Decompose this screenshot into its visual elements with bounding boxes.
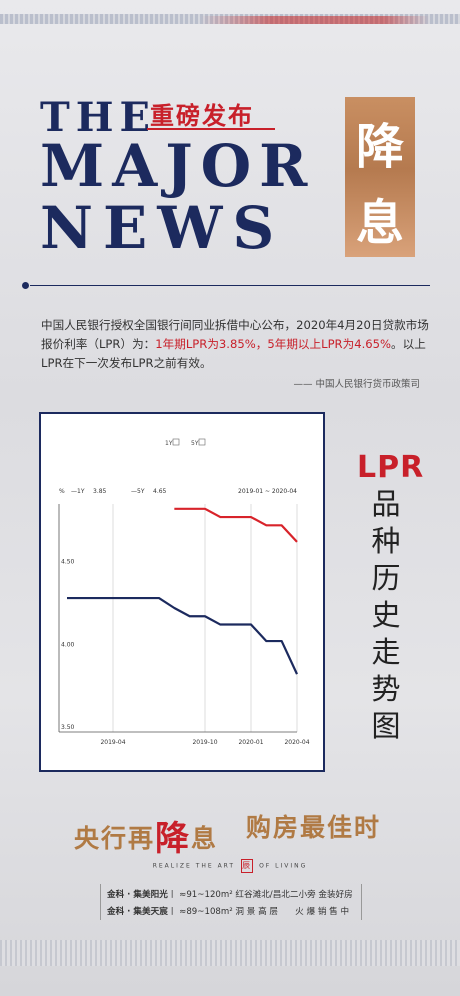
lpr-side-title: LPR — [357, 450, 425, 485]
vertical-title-char-1: 种 — [371, 524, 401, 558]
vertical-title-char-2: 历 — [371, 561, 401, 595]
brand-seal-icon: 辰 — [241, 859, 254, 873]
legend-value-5Y: 4.65 — [153, 488, 167, 495]
vertical-title-char-4: 走 — [371, 635, 401, 669]
series-line-5Y — [174, 507, 298, 543]
vertical-title-char-0: 品 — [371, 487, 401, 521]
unit-label: % — [59, 488, 65, 495]
project-detail-1: 丨 ≈91~120m² 红谷滩北/昌北二小旁 金装好房 — [167, 890, 353, 900]
tagline-left: REALIZE THE ART — [152, 862, 236, 870]
series-line-1Y — [67, 596, 298, 675]
title-major: MAJOR — [40, 132, 316, 200]
header-divider — [30, 285, 430, 286]
divider-dot — [22, 282, 29, 289]
zhongbang-underline — [147, 128, 275, 130]
intro-source: —— 中国人民银行货币政策司 — [293, 379, 420, 390]
legend-checkbox-1Y — [172, 438, 180, 446]
vertical-title-char-5: 势 — [371, 672, 401, 706]
project-name-1: 金科 · 集美阳光 — [107, 890, 168, 900]
slogan-left-a: 央行再 — [74, 824, 156, 853]
legend-checkbox-5Y — [198, 438, 206, 446]
y-tick-label-0: 3.50 — [61, 724, 75, 731]
x-tick-label-2: 2020-01 — [238, 739, 263, 746]
zhongbang-heading: 重磅发布 — [150, 102, 254, 130]
bottom-decor-stripe — [0, 940, 460, 966]
jiangxi-char-1: 降 — [355, 119, 404, 175]
title-news: NEWS — [40, 194, 285, 262]
date-range-label: 2019-01 ~ 2020-04 — [238, 488, 297, 495]
legend-value-1Y: 3.85 — [93, 488, 107, 495]
project-row-1: 金科 · 集美阳光丨 ≈91~120m² 红谷滩北/昌北二小旁 金装好房 — [107, 888, 353, 900]
jiangxi-badge: 降 息 — [345, 97, 415, 257]
intro-paragraph: 中国人民银行授权全国银行间同业拆借中心公布，2020年4月20日贷款市场报价利率… — [41, 316, 433, 373]
tagline-right: OF LIVING — [259, 862, 308, 870]
title-the: THE — [40, 94, 157, 141]
slogan-right: 购房最佳时 — [246, 813, 382, 842]
intro-text-2: 。以上LPR在下一次发布LPR之前有效。 — [41, 337, 426, 370]
top-red-accent — [200, 16, 430, 24]
slogan-left-b: 息 — [191, 824, 219, 853]
slogan-left: 央行再降息 — [74, 808, 219, 859]
lpr-chart: 1Y 5Y % —1Y 3.85 —5Y 4.65 2019-01 ~ 2020-04 3.… — [39, 412, 325, 772]
y-tick-label-1: 4.00 — [61, 641, 75, 648]
lpr-chart-svg: 1Y 5Y % —1Y 3.85 —5Y 4.65 2019-01 ~ 2020-04 3.… — [58, 438, 310, 746]
project-name-2: 金科 · 集美天宸 — [107, 907, 168, 917]
legend-name-5Y: —5Y — [131, 488, 145, 495]
intro-text-1: 中国人民银行授权全国银行间同业拆借中心公布，2020年4月20日贷款市场报价利率… — [41, 318, 429, 351]
vertical-title-char-6: 图 — [371, 709, 401, 743]
x-tick-label-0: 2019-04 — [100, 739, 125, 746]
slogan-left-big: 降 — [155, 819, 192, 859]
x-tick-label-1: 2019-10 — [192, 739, 217, 746]
vertical-title-char-3: 史 — [371, 598, 401, 632]
x-tick-label-3: 2020-04 — [284, 739, 309, 746]
project-detail-2: 丨 ≈89~108m² 洞 景 高 层 火 爆 销 售 中 — [167, 907, 350, 917]
y-tick-label-2: 4.50 — [61, 559, 75, 566]
jiangxi-char-2: 息 — [355, 195, 404, 251]
vertical-title: 品种历史走势图 — [368, 486, 404, 745]
legend-check-label-5Y: 5Y — [191, 440, 199, 447]
intro-highlight: 1年期LPR为3.85%，5年期以上LPR为4.65% — [155, 337, 392, 351]
legend-name-1Y: —1Y — [71, 488, 85, 495]
legend-check-label-1Y: 1Y — [165, 440, 173, 447]
brand-tagline: REALIZE THE ART 辰 OF LIVING — [0, 859, 460, 873]
project-info-box: 金科 · 集美阳光丨 ≈91~120m² 红谷滩北/昌北二小旁 金装好房 金科 … — [100, 884, 362, 920]
project-row-2: 金科 · 集美天宸丨 ≈89~108m² 洞 景 高 层 火 爆 销 售 中 — [107, 905, 349, 917]
